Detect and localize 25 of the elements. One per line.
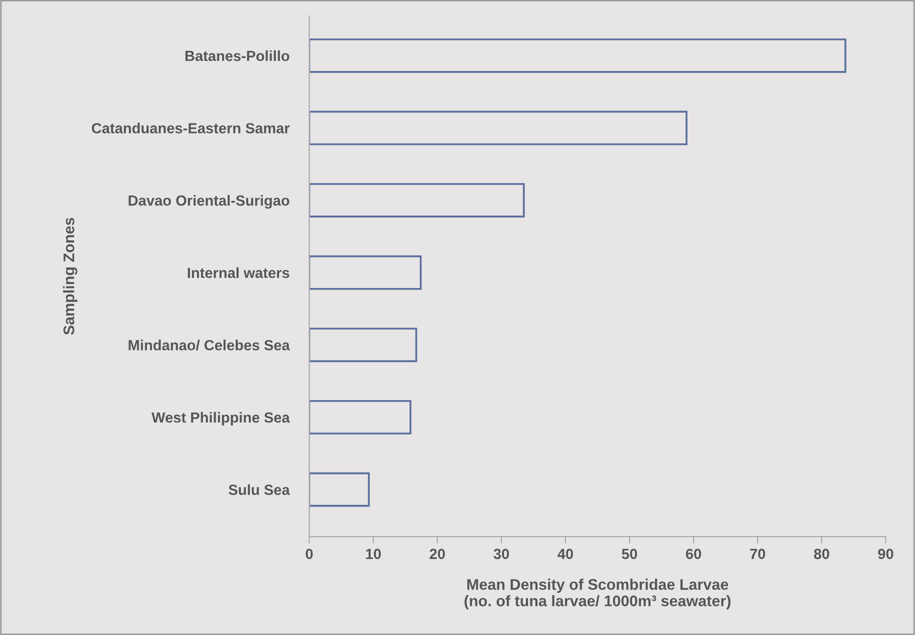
- bar: [309, 255, 422, 290]
- y-tick-label: Internal waters: [188, 267, 290, 278]
- bar: [309, 328, 418, 362]
- y-tick-label: Mindanao/ Celebes Sea: [128, 340, 290, 351]
- y-tick-label: West Philippine Sea: [152, 412, 290, 426]
- y-axis-title: Sampling Zones: [63, 218, 78, 335]
- x-tick-label: 50: [622, 548, 638, 560]
- bar: [309, 183, 525, 218]
- bar: [309, 400, 412, 434]
- x-tick-label: 60: [686, 548, 702, 560]
- bar: [309, 110, 688, 146]
- bar: [309, 38, 846, 73]
- y-tick-label: Batanes-Polillo: [185, 50, 290, 62]
- y-tick-label: Catanduanes-Eastern Samar: [92, 122, 290, 134]
- x-tick-label: 10: [366, 548, 381, 560]
- x-tick-label: 30: [494, 548, 509, 560]
- x-axis-title: Mean Density of Scombridae Larvae (no. of tuna larvae/ 1000m³ seawater): [464, 578, 730, 610]
- y-tick-label: Davao Oriental-Surigao: [128, 195, 290, 209]
- x-tick-label: 0: [306, 548, 313, 560]
- x-tick-label: 40: [558, 548, 573, 560]
- y-tick-label: Sulu Sea: [228, 484, 290, 495]
- x-tick-label: 70: [750, 548, 766, 560]
- x-tick-label: 80: [814, 548, 830, 560]
- x-tick-label: 20: [430, 548, 445, 560]
- x-tick-label: 90: [878, 548, 894, 560]
